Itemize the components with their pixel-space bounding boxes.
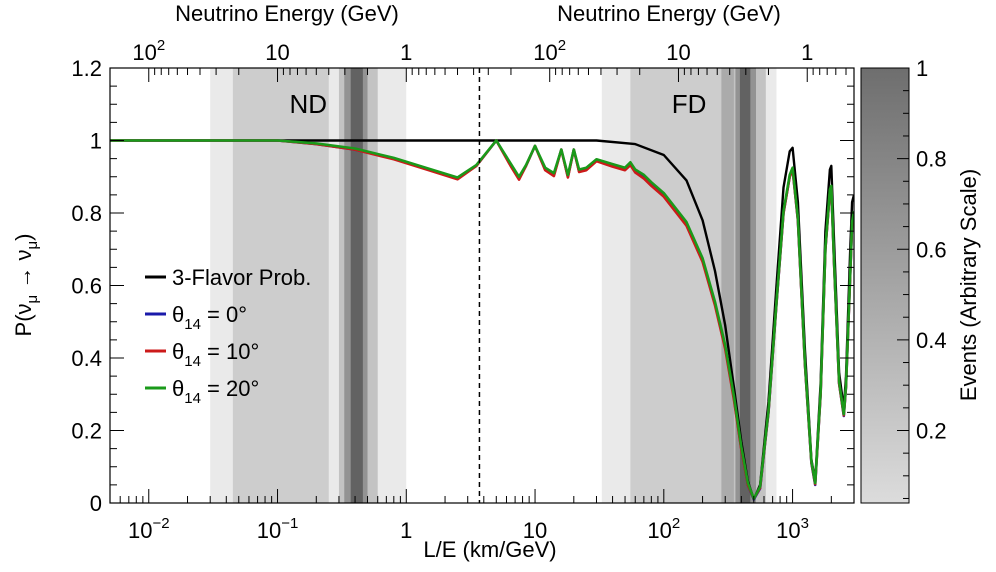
event-band-nd-4 xyxy=(350,68,363,503)
colorbar-tick-label: 0.8 xyxy=(916,147,947,172)
y-tick-label: 0.6 xyxy=(71,274,102,299)
y-tick-label: 1.2 xyxy=(71,56,102,81)
top-axis-title-nd: Neutrino Energy (GeV) xyxy=(175,1,399,26)
y-tick-label: 1 xyxy=(90,129,102,154)
event-band-fd-2 xyxy=(721,68,766,503)
colorbar-axis: 0.2 0.4 0.6 0.8 1 xyxy=(897,56,947,499)
event-band-fd-0 xyxy=(601,68,777,503)
x-axis: 10−2 10−1 1 10 102 103 xyxy=(109,489,855,543)
x-tick-label: 103 xyxy=(776,515,809,543)
top-axis-title-fd: Neutrino Energy (GeV) xyxy=(557,1,781,26)
top-fd-tick-label: 10 xyxy=(666,40,690,65)
colorbar xyxy=(860,67,910,504)
x-tick-label: 10 xyxy=(523,518,547,543)
series-lines xyxy=(110,139,854,501)
x-tick-label: 102 xyxy=(647,515,680,543)
y-tick-label: 0.8 xyxy=(71,201,102,226)
legend-label: 3-Flavor Prob. xyxy=(172,265,311,290)
top-fd-tick-label: 102 xyxy=(533,37,566,65)
y-axis: 0 0.2 0.4 0.6 0.8 1 1.2 xyxy=(71,56,854,516)
top-nd-tick-label: 10 xyxy=(265,40,289,65)
series-line-3 xyxy=(110,139,854,500)
legend-label: θ14 = 20° xyxy=(172,376,259,407)
top-energy-axis: 102 10 1 102 10 1 xyxy=(109,37,847,82)
y-tick-label: 0 xyxy=(90,491,102,516)
legend: 3-Flavor Prob. θ14 = 0° θ14 = 10° θ14 = 20° xyxy=(145,265,311,407)
top-fd-tick-label: 1 xyxy=(801,40,813,65)
x-tick-label: 10−1 xyxy=(257,515,299,543)
colorbar-tick-label: 0.6 xyxy=(916,237,947,262)
colorbar-tick-label: 0.2 xyxy=(916,419,947,444)
x-tick-label: 10−2 xyxy=(128,515,170,543)
y-tick-label: 0.4 xyxy=(71,346,102,371)
colorbar-tick-label: 1 xyxy=(916,56,928,81)
region-label-nd: ND xyxy=(289,89,327,119)
x-axis-title: L/E (km/GeV) xyxy=(423,537,556,562)
event-band-nd-3 xyxy=(344,68,368,503)
legend-label: θ14 = 10° xyxy=(172,339,259,370)
y-tick-label: 0.2 xyxy=(71,419,102,444)
colorbar-title: Events (Arbitrary Scale) xyxy=(956,169,981,401)
event-band-fd-3 xyxy=(735,68,756,503)
colorbar-tick-label: 0.4 xyxy=(916,328,947,353)
legend-label: θ14 = 0° xyxy=(172,302,247,333)
region-label-fd: FD xyxy=(672,89,707,119)
region-labels: ND FD xyxy=(289,89,706,119)
top-nd-tick-label: 102 xyxy=(132,37,165,65)
top-nd-tick-label: 1 xyxy=(400,40,412,65)
event-band-fd-4 xyxy=(739,68,751,503)
x-tick-label: 1 xyxy=(400,518,412,543)
y-axis-title: P(νμ → νμ) xyxy=(11,234,41,337)
